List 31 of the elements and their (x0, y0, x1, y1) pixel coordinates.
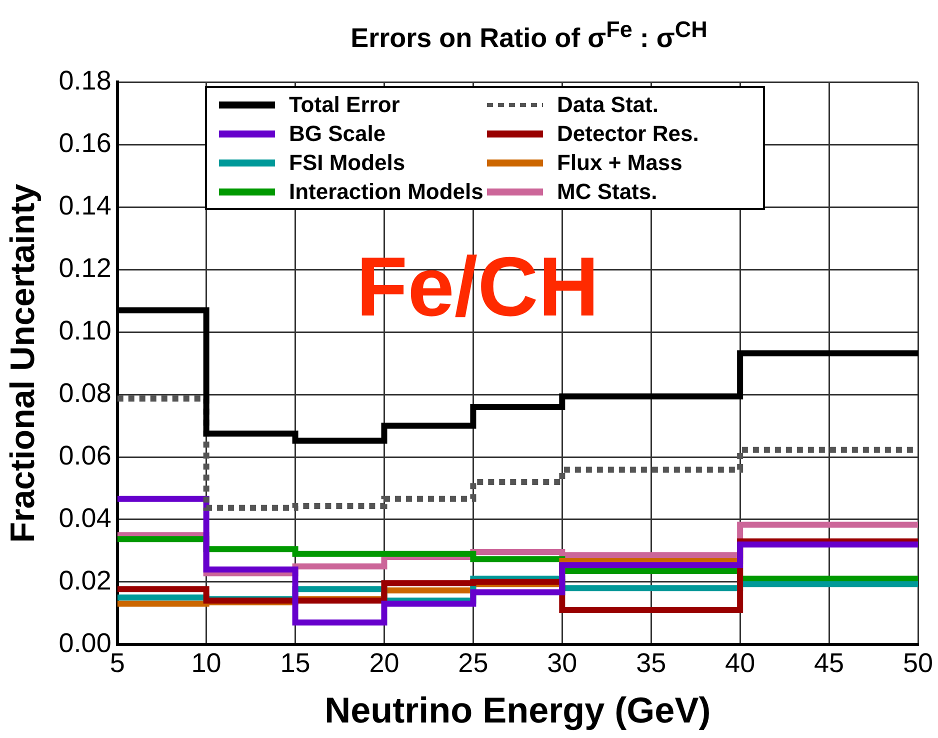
y-tick-label: 0.10 (58, 316, 112, 346)
y-tick-label: 0.08 (58, 378, 112, 408)
x-tick-label: 10 (191, 648, 222, 678)
chart-title: Errors on Ratio of σ$^{Fe}$ : σ$^{CH}$ (350, 16, 708, 55)
x-tick-label: 5 (110, 648, 125, 678)
legend-label: Detector Res. (557, 120, 699, 146)
legend-label: MC Stats. (557, 178, 658, 204)
y-tick-label: 0.06 (58, 440, 112, 470)
y-tick-label: 0.00 (58, 628, 112, 658)
y-axis-title: Fractional Uncertainty (4, 184, 42, 543)
x-axis-title: Neutrino Energy (GeV) (324, 689, 711, 730)
x-tick-label: 45 (814, 648, 844, 678)
legend-label: Interaction Models (289, 178, 484, 204)
y-tick-label: 0.14 (58, 190, 112, 221)
x-tick-label: 40 (725, 648, 756, 678)
legend-label: Data Stat. (557, 92, 658, 118)
y-tick-label: 0.02 (58, 565, 112, 596)
x-tick-label: 15 (280, 648, 310, 678)
legend-label: BG Scale (289, 120, 386, 146)
x-tick-label: 30 (547, 648, 578, 678)
legend-label: Total Error (289, 92, 400, 118)
x-tick-label: 25 (458, 648, 488, 678)
legend-label: FSI Models (289, 150, 406, 176)
y-tick-label: 0.18 (58, 66, 112, 96)
y-tick-label: 0.04 (58, 502, 112, 533)
x-tick-label: 50 (902, 648, 934, 678)
x-tick-label: 35 (636, 648, 666, 678)
y-tick-label: 0.16 (58, 128, 112, 158)
x-tick-label: 20 (369, 648, 400, 678)
legend-label: Flux + Mass (557, 150, 682, 176)
y-tick-label: 0.12 (58, 253, 112, 284)
